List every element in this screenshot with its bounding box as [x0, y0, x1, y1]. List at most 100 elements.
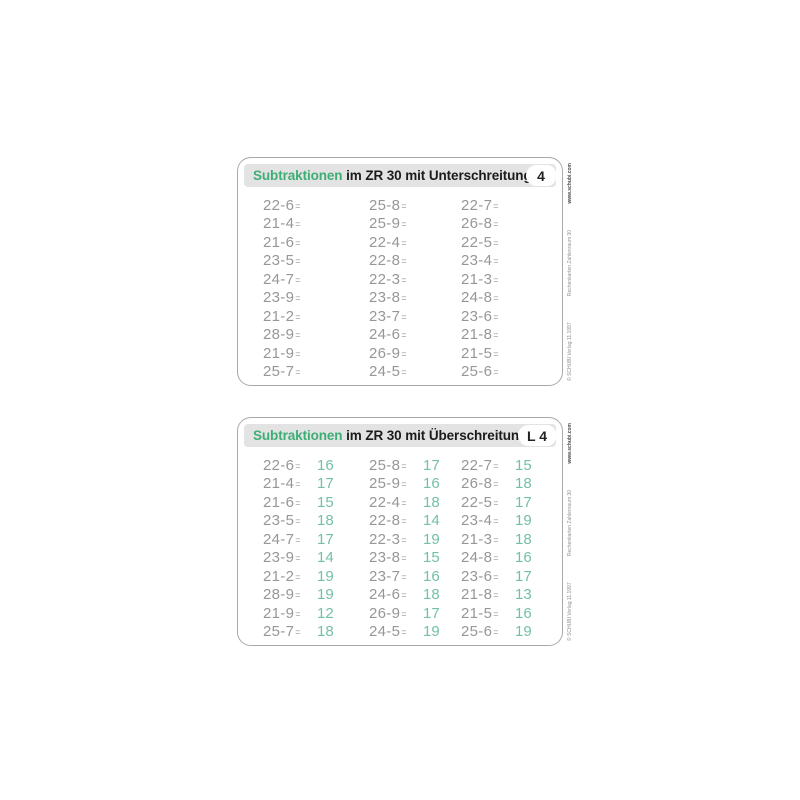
equals-sign: = — [295, 367, 301, 378]
expression-with-equals: 22-4 = — [369, 494, 418, 511]
problem-item: 25-8 = 17 — [369, 456, 461, 475]
problem-expression: 23-7 — [369, 567, 401, 585]
card-title-rest: im ZR 30 mit Unterschreitung — [342, 168, 532, 183]
problem-expression: 23-9 — [263, 289, 295, 307]
equals-sign: = — [493, 311, 499, 322]
equals-sign: = — [401, 571, 407, 582]
equals-sign: = — [493, 200, 499, 211]
expression-with-equals: 23-6 = — [461, 308, 510, 325]
problem-expression: 23-7 — [369, 307, 401, 325]
answer-value: 18 — [515, 530, 532, 548]
problem-item: 24-7 = 17 — [263, 530, 369, 549]
expression-with-equals: 21-2 = — [263, 568, 312, 585]
expression-with-equals: 21-3 = — [461, 531, 510, 548]
answer-value: 15 — [515, 456, 532, 474]
expression-with-equals: 25-7 = — [263, 363, 312, 380]
equals-sign: = — [295, 293, 301, 304]
equals-sign: = — [493, 460, 499, 471]
expression-with-equals: 21-4 = — [263, 475, 312, 492]
problem-expression: 23-4 — [461, 252, 493, 270]
expression-with-equals: 23-4 = — [461, 512, 510, 529]
equals-sign: = — [401, 256, 407, 267]
problem-expression: 28-9 — [263, 586, 295, 604]
answer-value: 17 — [317, 530, 334, 548]
expression-with-equals: 21-5 = — [461, 345, 510, 362]
problem-column: 25-8 = 25-9 = 22-4 = 22-8 = 22-3 = 23-8 = 23-7 = 24-6 =… — [369, 196, 461, 381]
problems-grid: 22-6 = 21-4 = 21-6 = 23-5 = 24-7 = 23-9 = 21-2 = 28-9 =… — [263, 196, 554, 381]
answer-value: 17 — [515, 567, 532, 585]
problem-item: 23-7 = 16 — [369, 567, 461, 586]
expression-with-equals: 22-8 = — [369, 512, 418, 529]
problem-expression: 26-9 — [369, 344, 401, 362]
problem-expression: 23-9 — [263, 549, 295, 567]
answer-value: 19 — [515, 623, 532, 641]
expression-with-equals: 21-3 = — [461, 271, 510, 288]
problem-expression: 21-6 — [263, 233, 295, 251]
expression-with-equals: 23-9 = — [263, 289, 312, 306]
expression-with-equals: 23-7 = — [369, 308, 418, 325]
expression-with-equals: 21-5 = — [461, 605, 510, 622]
problem-item: 25-7 = — [263, 363, 369, 382]
equals-sign: = — [401, 367, 407, 378]
problem-expression: 22-4 — [369, 493, 401, 511]
equals-sign: = — [401, 497, 407, 508]
equals-sign: = — [401, 311, 407, 322]
expression-with-equals: 23-8 = — [369, 549, 418, 566]
problem-item: 22-7 = 15 — [461, 456, 554, 475]
problem-expression: 24-7 — [263, 530, 295, 548]
card-title: Subtraktionen im ZR 30 mit Überschreitun… — [253, 428, 527, 443]
equals-sign: = — [295, 571, 301, 582]
card-title-subject: Subtraktionen — [253, 428, 343, 443]
problem-expression: 23-5 — [263, 252, 295, 270]
equals-sign: = — [401, 293, 407, 304]
problem-expression: 23-6 — [461, 307, 493, 325]
equals-sign: = — [295, 590, 301, 601]
answer-value: 19 — [515, 512, 532, 530]
problem-item: 22-5 = 17 — [461, 493, 554, 512]
expression-with-equals: 22-5 = — [461, 234, 510, 251]
expression-with-equals: 22-6 = — [263, 457, 312, 474]
answer-value: 14 — [317, 549, 334, 567]
equals-sign: = — [493, 237, 499, 248]
equals-sign: = — [401, 553, 407, 564]
problem-column: 22-6 = 21-4 = 21-6 = 23-5 = 24-7 = 23-9 = 21-2 = 28-9 =… — [263, 196, 369, 381]
equals-sign: = — [295, 219, 301, 230]
problem-expression: 25-6 — [461, 363, 493, 381]
problem-expression: 21-4 — [263, 475, 295, 493]
answer-value: 17 — [317, 475, 334, 493]
answer-value: 19 — [317, 586, 334, 604]
problem-expression: 21-4 — [263, 215, 295, 233]
expression-with-equals: 21-9 = — [263, 605, 312, 622]
problem-item: 23-9 = — [263, 289, 369, 308]
equals-sign: = — [493, 571, 499, 582]
equals-sign: = — [295, 497, 301, 508]
problem-expression: 22-7 — [461, 196, 493, 214]
expression-with-equals: 22-7 = — [461, 457, 510, 474]
expression-with-equals: 21-8 = — [461, 586, 510, 603]
answer-value: 16 — [317, 456, 334, 474]
expression-with-equals: 24-7 = — [263, 531, 312, 548]
problem-item: 26-8 = 18 — [461, 475, 554, 494]
problem-expression: 22-6 — [263, 456, 295, 474]
problem-expression: 21-6 — [263, 493, 295, 511]
imprint-url: www.schubi.com — [567, 422, 573, 464]
problem-item: 22-7 = — [461, 196, 554, 215]
problem-item: 23-7 = — [369, 307, 461, 326]
problem-item: 21-2 = — [263, 307, 369, 326]
problem-item: 24-7 = — [263, 270, 369, 289]
expression-with-equals: 21-8 = — [461, 326, 510, 343]
expression-with-equals: 25-8 = — [369, 457, 418, 474]
equals-sign: = — [493, 534, 499, 545]
equals-sign: = — [295, 608, 301, 619]
equals-sign: = — [401, 608, 407, 619]
equals-sign: = — [401, 479, 407, 490]
vertical-imprint: © SCHUBI Verlag 11.1997 Rechenkarten Zah… — [564, 418, 576, 645]
expression-with-equals: 25-6 = — [461, 623, 510, 640]
equals-sign: = — [493, 348, 499, 359]
problem-expression: 22-6 — [263, 196, 295, 214]
problem-item: 21-9 = 12 — [263, 604, 369, 623]
problem-expression: 28-9 — [263, 326, 295, 344]
expression-with-equals: 21-6 = — [263, 234, 312, 251]
answer-value: 16 — [515, 604, 532, 622]
